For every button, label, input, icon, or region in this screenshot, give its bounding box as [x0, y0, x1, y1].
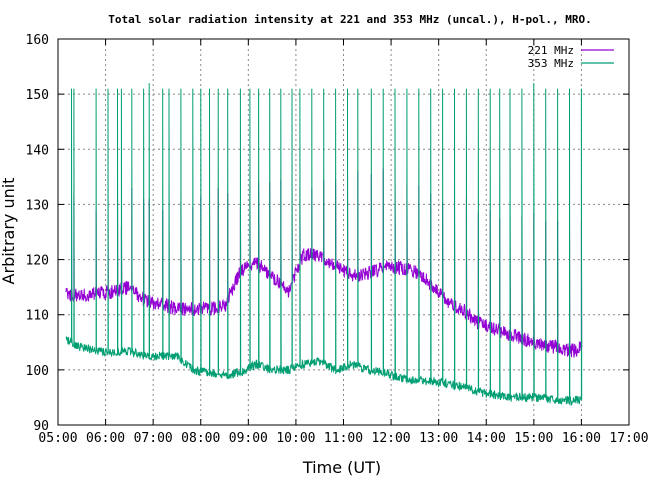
x-tick-label: 12:00: [372, 431, 411, 446]
y-tick-label: 150: [26, 88, 49, 103]
y-tick-label: 120: [26, 254, 49, 269]
x-tick-label: 06:00: [86, 431, 125, 446]
x-tick-label: 08:00: [181, 431, 220, 446]
series-layer: [65, 83, 583, 407]
x-tick-label: 10:00: [276, 431, 315, 446]
x-axis-title: Time (UT): [302, 458, 381, 477]
series-line: [65, 168, 583, 358]
y-tick-label: 90: [33, 419, 49, 434]
y-tick-label: 130: [26, 198, 49, 213]
x-tick-label: 14:00: [467, 431, 506, 446]
x-tick-label: 11:00: [324, 431, 363, 446]
x-tick-label: 05:00: [38, 431, 77, 446]
y-axis-title: Arbitrary unit: [0, 178, 18, 285]
y-tick-label: 140: [26, 143, 49, 158]
y-tick-label: 160: [26, 33, 49, 48]
x-tick-label: 13:00: [419, 431, 458, 446]
x-tick-label: 17:00: [609, 431, 648, 446]
y-tick-label: 100: [26, 364, 49, 379]
x-tick-label: 15:00: [514, 431, 553, 446]
x-tick-label: 16:00: [562, 431, 601, 446]
y-tick-label: 110: [26, 309, 49, 324]
x-tick-label: 09:00: [229, 431, 268, 446]
x-tick-label: 07:00: [134, 431, 173, 446]
axes: 05:00 06:00 07:00 08:00 09:00 10:00 11:00 12:00…: [26, 33, 649, 446]
legend-label: 221 MHz: [528, 44, 574, 57]
series-line: [65, 83, 583, 407]
chart-title: Total solar radiation intensity at 221 a…: [108, 13, 591, 26]
legend-label: 353 MHz: [528, 57, 574, 70]
